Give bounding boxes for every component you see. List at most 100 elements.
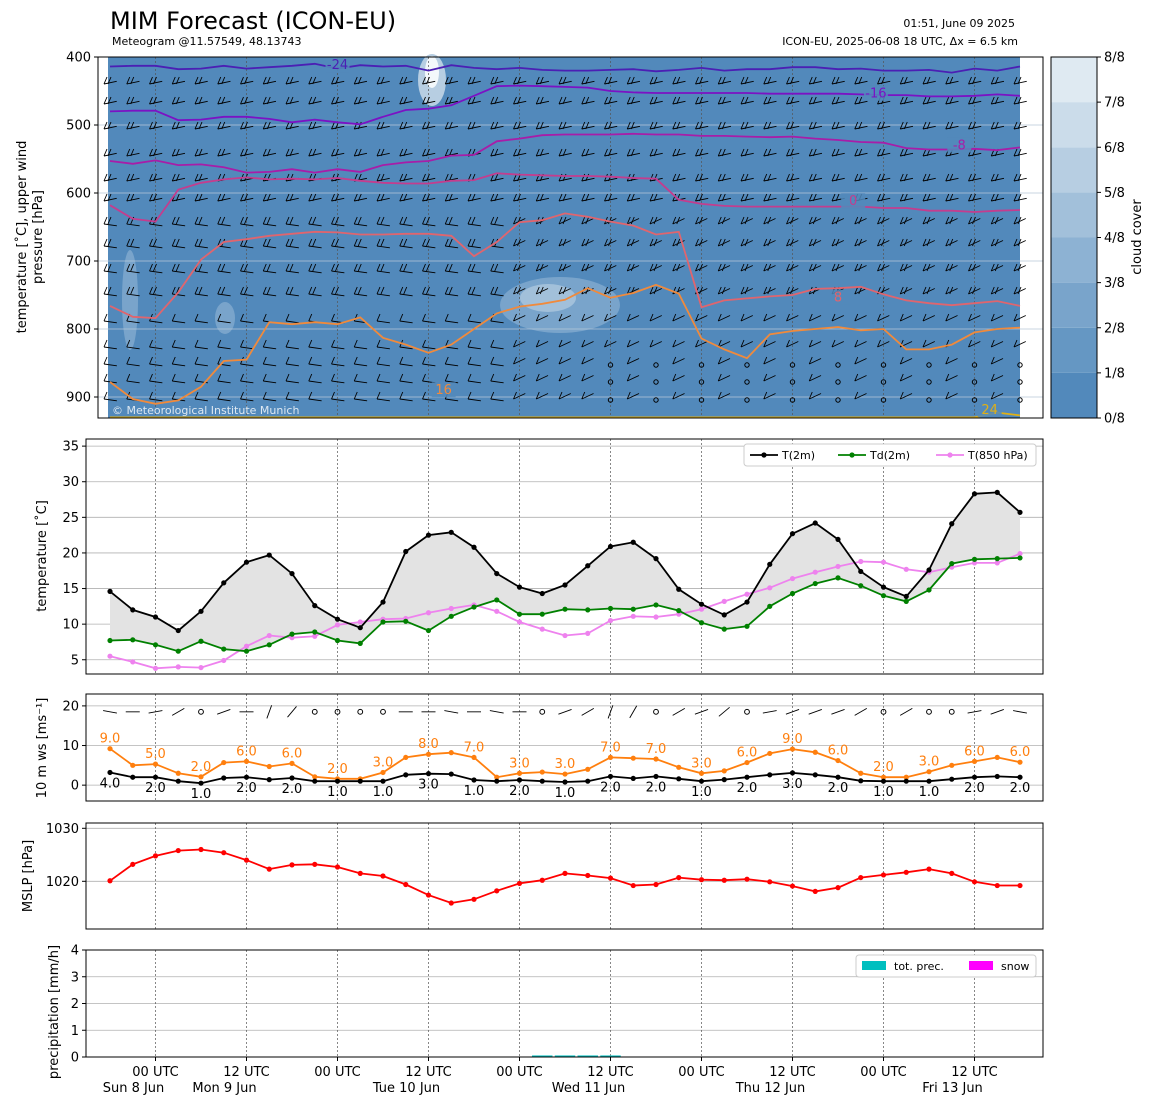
barb-feather — [535, 238, 540, 247]
barb-shaft — [376, 152, 390, 157]
gust-point — [926, 769, 932, 775]
barb-feather — [149, 263, 153, 272]
barb-feather — [467, 356, 472, 365]
barb-shaft — [149, 320, 163, 324]
copyright-note: © Meteorological Institute Munich — [112, 404, 299, 417]
mslp-point — [380, 873, 386, 879]
barb-feather — [444, 121, 449, 130]
mean-wind-point — [539, 778, 545, 784]
wind-barb — [854, 286, 867, 295]
wind-barb — [717, 96, 732, 105]
barb-feather — [221, 76, 226, 85]
barb-feather — [171, 76, 176, 85]
precip-bar — [554, 1055, 576, 1057]
barb-feather — [444, 193, 449, 202]
barb-feather — [331, 313, 335, 322]
wind-barb — [399, 373, 413, 384]
wind-barb — [831, 96, 845, 105]
barb-feather — [854, 263, 859, 272]
t850-point — [812, 569, 818, 575]
barb-feather — [949, 96, 954, 105]
mslp-point — [494, 888, 500, 894]
barb-feather — [380, 263, 385, 272]
barb-feather — [608, 148, 612, 157]
wind-barb — [695, 121, 709, 130]
barb-feather — [676, 238, 681, 247]
wind-barb — [171, 148, 186, 157]
barb-feather — [171, 263, 176, 272]
barb-shaft — [672, 315, 685, 322]
barb-feather — [376, 339, 381, 348]
barb-shaft — [513, 315, 526, 322]
gust-data-label: 5.0 — [145, 747, 166, 762]
isotherm-label: 8 — [834, 291, 842, 306]
wind-barb — [262, 391, 277, 402]
barb-feather — [945, 173, 950, 182]
barb-feather — [835, 216, 840, 225]
barb-feather — [103, 313, 108, 322]
barb-feather — [676, 76, 681, 85]
x-tick-date-label: Thu 12 Jun — [735, 1081, 806, 1096]
barb-feather — [308, 339, 313, 348]
barb-shaft — [285, 398, 299, 402]
barb-shaft — [695, 125, 709, 130]
wind-barb — [899, 238, 913, 247]
isotherm-line — [109, 132, 1021, 174]
mean-wind-point — [812, 772, 818, 778]
barb-shaft — [900, 315, 913, 322]
barb-feather — [289, 216, 294, 225]
t850-point — [516, 619, 523, 625]
barb-shaft — [922, 341, 935, 348]
barb-feather — [790, 148, 794, 157]
barb-feather — [649, 121, 654, 130]
wind-barb — [535, 238, 549, 247]
wind-barb — [287, 706, 297, 718]
wind-barb — [422, 76, 436, 85]
wind-barb — [262, 76, 277, 85]
barb-shaft — [786, 218, 799, 225]
barb-feather — [244, 193, 248, 202]
barb-feather — [926, 286, 931, 295]
wind-barb — [922, 339, 935, 348]
t2m-point — [585, 563, 591, 569]
wind-barb — [854, 356, 867, 365]
wind-barb — [604, 96, 618, 105]
mslp-point — [289, 862, 295, 868]
x-tick-time-label: 00 UTC — [314, 1065, 360, 1080]
barb-feather — [535, 76, 540, 85]
barb-shaft — [172, 380, 186, 384]
gust-point — [130, 762, 136, 768]
wind-barb — [262, 193, 277, 202]
barb-shaft — [945, 100, 959, 105]
barb-feather — [630, 76, 635, 85]
wind-barb — [399, 313, 413, 324]
barb-feather — [262, 391, 267, 400]
barb-feather — [262, 76, 267, 85]
barb-feather — [175, 238, 180, 247]
barb-feather — [217, 356, 222, 365]
gust-data-label: 3.0 — [373, 755, 394, 770]
barb-feather — [808, 339, 813, 348]
barb-shaft — [877, 341, 890, 348]
barb-shaft — [627, 80, 641, 85]
wind-barb — [990, 193, 1005, 202]
gust-data-label: 7.0 — [464, 740, 485, 755]
wind-barb — [376, 121, 390, 130]
wind-barb — [467, 313, 481, 324]
barb-shaft — [172, 346, 186, 350]
barb-shaft — [103, 80, 117, 85]
t2m-point — [744, 599, 750, 605]
barb-feather — [585, 238, 590, 247]
calm-marker — [971, 397, 978, 403]
barb-feather — [335, 238, 339, 247]
barb-feather — [399, 356, 404, 365]
barb-feather — [335, 96, 339, 105]
barb-feather — [471, 76, 476, 85]
barb-feather — [399, 391, 404, 400]
barb-feather — [467, 263, 472, 272]
barb-shaft — [194, 152, 208, 157]
barb-shaft — [103, 100, 117, 105]
barb-feather — [535, 373, 540, 382]
barb-shaft — [922, 125, 936, 130]
isotherm-label: 0 — [849, 194, 857, 209]
